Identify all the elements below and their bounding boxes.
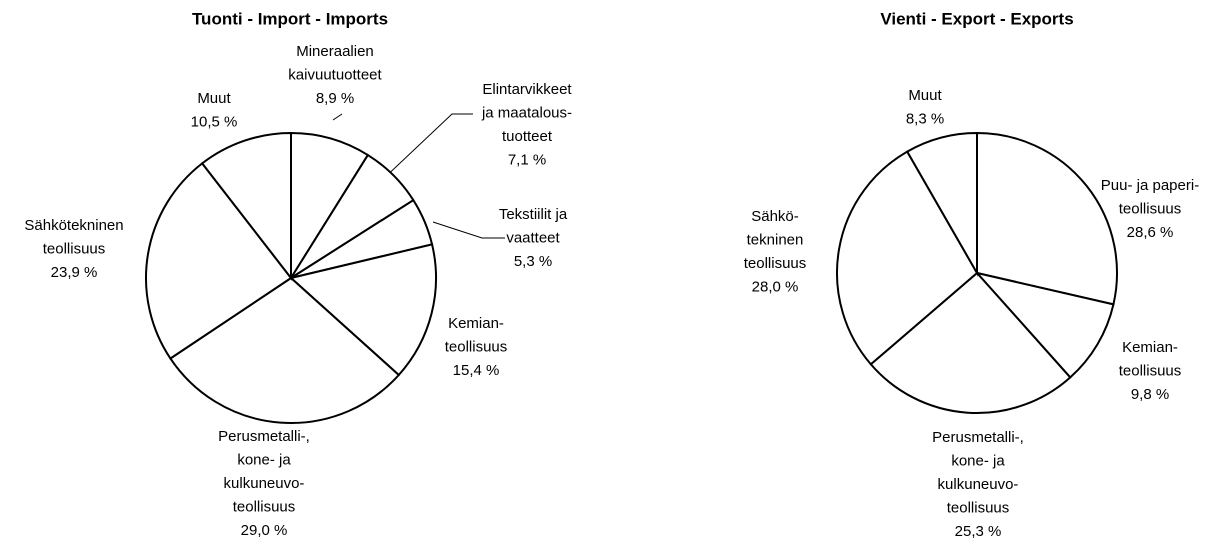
- value-label: 29,0 %: [241, 522, 288, 539]
- slice-label: vaatteet: [506, 229, 560, 246]
- leader-line: [332, 113, 343, 121]
- slice-label: Sähkötekninen: [24, 217, 123, 234]
- value-label: 8,3 %: [906, 110, 944, 127]
- value-label: 9,8 %: [1131, 386, 1169, 403]
- pie-slice: [200, 131, 292, 281]
- slice-label: kaivuutuotteet: [288, 66, 382, 83]
- slice-label: kone- ja: [951, 452, 1005, 469]
- slice-label: Kemian-: [448, 315, 504, 332]
- slice-label: Mineraalien: [296, 43, 374, 60]
- slice-label: teollisuus: [1119, 200, 1182, 217]
- slice-label: kulkuneuvo-: [224, 475, 305, 492]
- pie-slice: [145, 161, 293, 360]
- pie-slice: [869, 271, 1072, 414]
- value-label: 10,5 %: [191, 113, 238, 130]
- slice-label: teollisuus: [445, 338, 508, 355]
- value-label: 28,0 %: [752, 278, 799, 295]
- chart-title: Vienti - Export - Exports: [880, 9, 1073, 28]
- pie-slice: [288, 243, 437, 377]
- value-label: 28,6 %: [1127, 224, 1174, 241]
- slice-label: Puu- ja paperi-: [1101, 177, 1199, 194]
- slice-label: teollisuus: [233, 498, 296, 515]
- slice-label: Tekstiilit ja: [499, 206, 568, 223]
- leader-line: [379, 113, 473, 183]
- value-label: 7,1 %: [508, 151, 546, 168]
- leader-line: [432, 221, 505, 239]
- pie-slice: [836, 150, 979, 366]
- slice-label: Kemian-: [1122, 339, 1178, 356]
- value-label: 25,3 %: [955, 523, 1002, 540]
- slice-label: tekninen: [747, 231, 804, 248]
- value-label: 5,3 %: [514, 253, 552, 270]
- slice-label: Muut: [197, 90, 231, 107]
- value-label: 8,9 %: [316, 90, 354, 107]
- pie-slice: [974, 271, 1115, 379]
- slice-label: teollisuus: [43, 240, 106, 257]
- slice-label: Sähkö-: [751, 208, 799, 225]
- value-label: 15,4 %: [453, 362, 500, 379]
- slice-label: kulkuneuvo-: [938, 476, 1019, 493]
- slice-label: Perusmetalli-,: [218, 428, 310, 445]
- slice-label: ja maatalous-: [481, 104, 572, 121]
- pie-slice: [976, 131, 1118, 306]
- value-label: 23,9 %: [51, 264, 98, 281]
- slice-label: kone- ja: [237, 451, 291, 468]
- slice-label: Elintarvikkeet: [482, 81, 572, 98]
- slice-label: teollisuus: [1119, 362, 1182, 379]
- pie-slice: [905, 131, 978, 277]
- slice-label: Perusmetalli-,: [932, 429, 1024, 446]
- pie-slice: [290, 131, 370, 282]
- pie-slice: [169, 276, 401, 424]
- slice-label: tuotteet: [502, 128, 553, 145]
- slice-label: Muut: [908, 87, 942, 104]
- slice-label: teollisuus: [744, 255, 807, 272]
- chart-title: Tuonti - Import - Imports: [192, 9, 388, 28]
- slice-label: teollisuus: [947, 499, 1010, 516]
